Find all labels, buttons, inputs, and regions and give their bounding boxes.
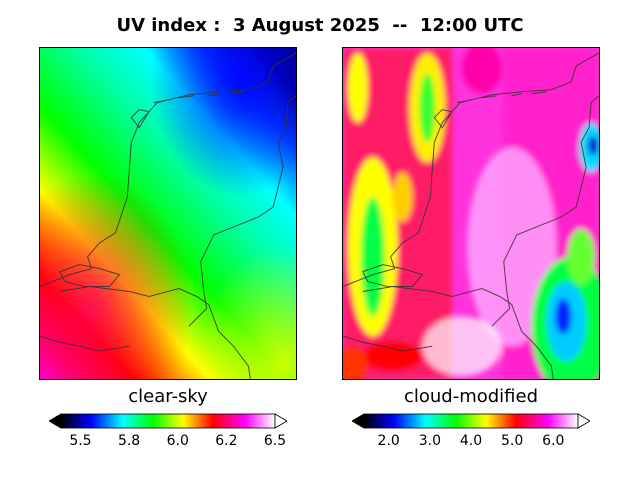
clear-sky-map — [39, 47, 297, 380]
colorbar-tick-label: 5.0 — [501, 433, 524, 449]
colorbar-tick-label: 2.0 — [377, 433, 400, 449]
clear-sky-colorbar — [49, 413, 287, 429]
colorbar-tick-label: 4.0 — [459, 433, 483, 449]
colorbar-tick-label: 6.2 — [215, 433, 238, 449]
colorbar-tick-label: 6.0 — [166, 433, 189, 449]
cloud-modified-caption: cloud-modified — [403, 386, 539, 407]
colorbar-tick-label: 5.8 — [117, 433, 141, 449]
cloud-modified-map — [342, 47, 600, 380]
country-borders — [40, 52, 296, 379]
colorbar-tick-label: 6.0 — [542, 433, 565, 449]
colorbar-tick-label: 5.5 — [69, 433, 92, 449]
colorbar-tick-label: 3.0 — [418, 433, 441, 449]
clear-sky-caption: clear-sky — [128, 386, 208, 407]
country-borders — [343, 52, 599, 379]
cloud-modified-colorbar — [352, 413, 590, 429]
colorbar-tick-label: 6.5 — [263, 433, 287, 449]
page-title: UV index : 3 August 2025 -- 12:00 UTC — [116, 15, 524, 36]
